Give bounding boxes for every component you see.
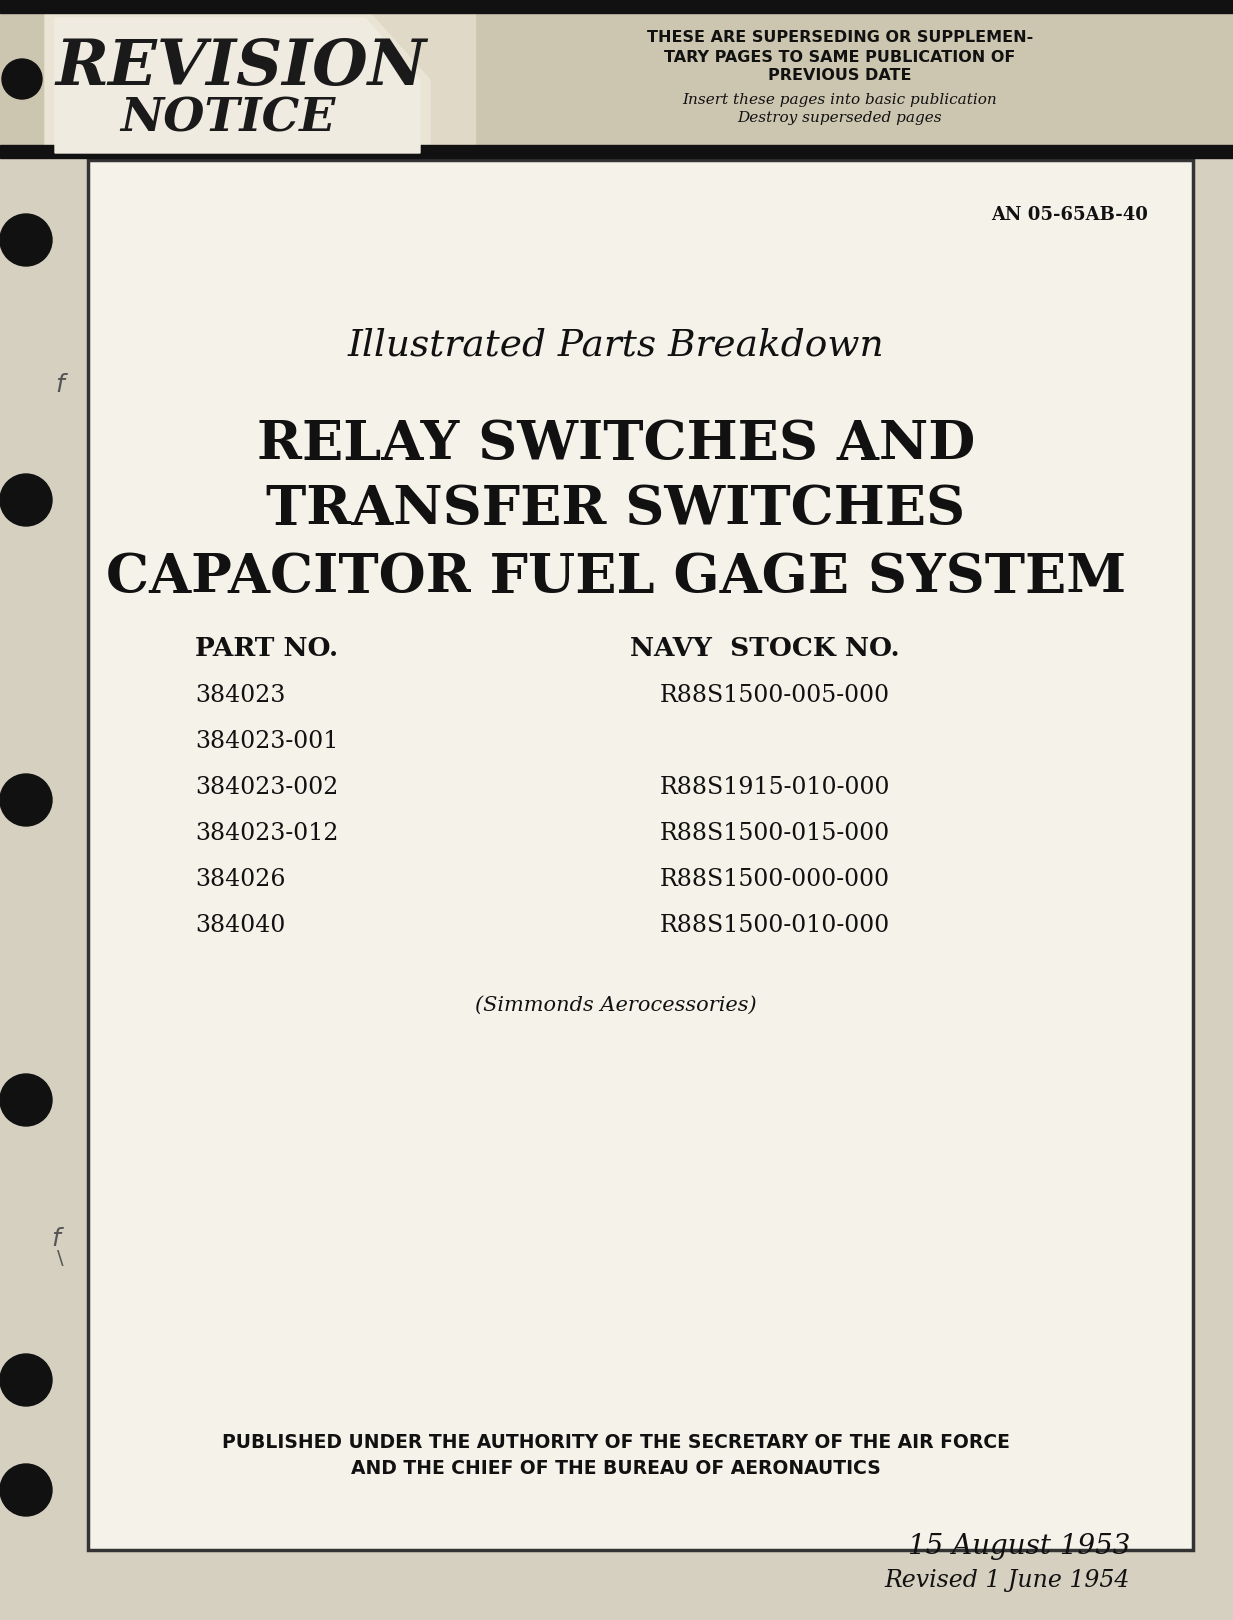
- Text: REVISION: REVISION: [55, 37, 427, 99]
- Bar: [0, 13, 1233, 146]
- Text: TARY PAGES TO SAME PUBLICATION OF: TARY PAGES TO SAME PUBLICATION OF: [665, 50, 1016, 65]
- Text: 384040: 384040: [195, 915, 285, 938]
- Text: TRANSFER SWITCHES: TRANSFER SWITCHES: [266, 484, 965, 536]
- Text: R88S1915-010-000: R88S1915-010-000: [660, 776, 890, 800]
- Text: R88S1500-000-000: R88S1500-000-000: [660, 868, 890, 891]
- Text: AND THE CHIEF OF THE BUREAU OF AERONAUTICS: AND THE CHIEF OF THE BUREAU OF AERONAUTI…: [351, 1458, 880, 1477]
- Circle shape: [0, 475, 52, 526]
- Text: NOTICE: NOTICE: [120, 96, 335, 141]
- Text: 384023: 384023: [195, 685, 285, 708]
- Text: CAPACITOR FUEL GAGE SYSTEM: CAPACITOR FUEL GAGE SYSTEM: [106, 552, 1126, 604]
- Text: PUBLISHED UNDER THE AUTHORITY OF THE SECRETARY OF THE AIR FORCE: PUBLISHED UNDER THE AUTHORITY OF THE SEC…: [222, 1432, 1010, 1452]
- Text: PREVIOUS DATE: PREVIOUS DATE: [768, 68, 911, 84]
- Circle shape: [0, 1074, 52, 1126]
- Bar: [88, 160, 1194, 1550]
- Circle shape: [0, 214, 52, 266]
- Text: Illustrated Parts Breakdown: Illustrated Parts Breakdown: [348, 327, 884, 363]
- Text: Revised 1 June 1954: Revised 1 June 1954: [884, 1568, 1129, 1591]
- Text: AN 05-65AB-40: AN 05-65AB-40: [991, 206, 1148, 224]
- Text: THESE ARE SUPERSEDING OR SUPPLEMEN-: THESE ARE SUPERSEDING OR SUPPLEMEN-: [647, 31, 1033, 45]
- Text: PART NO.: PART NO.: [195, 635, 338, 661]
- Circle shape: [0, 774, 52, 826]
- Circle shape: [0, 1464, 52, 1516]
- Text: 15 August 1953: 15 August 1953: [907, 1533, 1129, 1560]
- Text: R88S1500-015-000: R88S1500-015-000: [660, 823, 890, 846]
- Circle shape: [2, 58, 42, 99]
- Text: $\mathit{\backslash}$: $\mathit{\backslash}$: [55, 1247, 64, 1268]
- Text: NAVY  STOCK NO.: NAVY STOCK NO.: [630, 635, 900, 661]
- Bar: [0, 0, 1233, 13]
- Text: 384023-001: 384023-001: [195, 731, 338, 753]
- Polygon shape: [44, 13, 430, 159]
- Bar: [44, 13, 475, 159]
- Text: R88S1500-005-000: R88S1500-005-000: [660, 685, 890, 708]
- Bar: [0, 146, 1233, 159]
- Text: R88S1500-010-000: R88S1500-010-000: [660, 915, 890, 938]
- Text: 384023-012: 384023-012: [195, 823, 339, 846]
- Text: 384023-002: 384023-002: [195, 776, 338, 800]
- Circle shape: [0, 1354, 52, 1406]
- Text: $\mathit{f}$: $\mathit{f}$: [55, 374, 69, 397]
- Text: RELAY SWITCHES AND: RELAY SWITCHES AND: [256, 420, 975, 471]
- Polygon shape: [55, 18, 420, 152]
- Text: $\mathit{f}$: $\mathit{f}$: [51, 1228, 65, 1252]
- Text: (Simmonds Aerocessories): (Simmonds Aerocessories): [475, 996, 757, 1014]
- Text: Insert these pages into basic publication: Insert these pages into basic publicatio…: [683, 92, 997, 107]
- Text: Destroy superseded pages: Destroy superseded pages: [737, 112, 942, 125]
- Bar: [89, 160, 1192, 1549]
- Text: 384026: 384026: [195, 868, 286, 891]
